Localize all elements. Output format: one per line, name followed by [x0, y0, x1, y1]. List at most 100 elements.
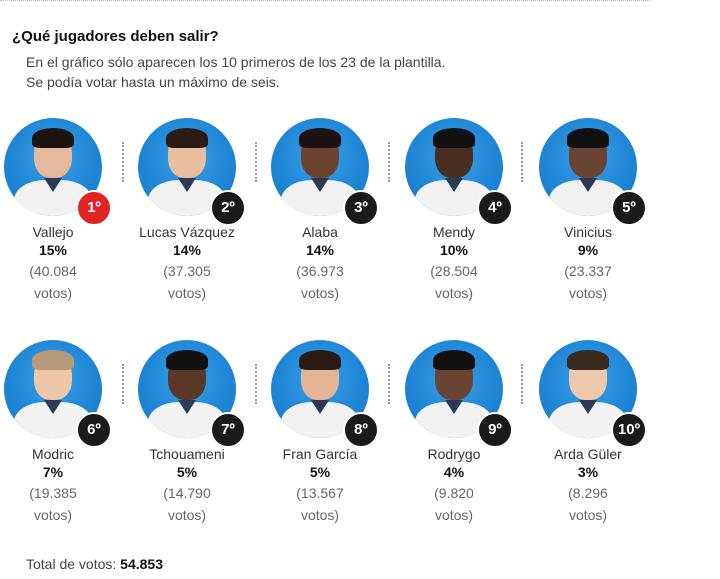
- player-photo-wrap: 8º: [271, 340, 379, 448]
- player-hair: [567, 128, 609, 148]
- column-separator: [122, 364, 124, 404]
- player-percent: 15%: [38, 242, 68, 258]
- player-votes-unit: votos): [434, 507, 474, 523]
- rank-badge: 8º: [343, 412, 379, 448]
- rank-badge: 7º: [210, 412, 246, 448]
- column-separator: [122, 142, 124, 182]
- player-hair: [32, 128, 74, 148]
- player-card: 4º Mendy 10% (28.504 votos): [389, 118, 519, 304]
- player-votes-unit: votos): [568, 285, 608, 301]
- player-votes: (28.504 votos): [389, 260, 519, 304]
- rank-badge: 2º: [210, 190, 246, 226]
- player-votes-unit: votos): [167, 285, 207, 301]
- player-hair: [299, 350, 341, 370]
- player-percent: 10%: [439, 242, 469, 258]
- column-separator: [255, 142, 257, 182]
- player-percent: 5%: [176, 464, 198, 480]
- total-votes-value: 54.853: [120, 556, 163, 572]
- player-votes-unit: votos): [167, 507, 207, 523]
- player-votes: (37.305 votos): [122, 260, 252, 304]
- player-votes: (8.296 votos): [523, 482, 653, 526]
- player-card: 6º Modric 7% (19.385 votos): [0, 340, 118, 526]
- player-name: Alaba: [302, 224, 338, 240]
- player-photo-wrap: 4º: [405, 118, 513, 226]
- player-votes: (9.820 votos): [389, 482, 519, 526]
- rank-badge: 3º: [343, 190, 379, 226]
- player-votes-unit: votos): [300, 507, 340, 523]
- column-separator: [255, 364, 257, 404]
- player-photo-wrap: 9º: [405, 340, 513, 448]
- column-separator: [521, 364, 523, 404]
- subtitle-line-2: Se podía votar hasta un máximo de seis.: [26, 74, 280, 90]
- player-card: 7º Tchouameni 5% (14.790 votos): [122, 340, 252, 526]
- player-name: Lucas Vázquez: [139, 224, 235, 240]
- player-name: Arda Güler: [554, 446, 622, 462]
- player-hair: [433, 128, 475, 148]
- total-votes-label: Total de votos:: [26, 556, 117, 572]
- player-photo-wrap: 3º: [271, 118, 379, 226]
- player-name: Vinicius: [564, 224, 612, 240]
- player-votes-count: (19.385: [29, 485, 77, 501]
- player-hair: [299, 128, 341, 148]
- page-title: ¿Qué jugadores deben salir?: [12, 28, 219, 45]
- player-votes-count: (40.084: [29, 263, 77, 279]
- player-votes-count: (14.790: [163, 485, 211, 501]
- rank-badge: 10º: [611, 412, 647, 448]
- top-divider: [0, 0, 650, 1]
- player-name: Mendy: [432, 224, 476, 240]
- player-percent: 9%: [577, 242, 599, 258]
- player-votes-unit: votos): [300, 285, 340, 301]
- player-votes-count: (37.305: [163, 263, 211, 279]
- rank-badge: 1º: [76, 190, 112, 226]
- player-votes-count: (23.337: [564, 263, 612, 279]
- rank-badge: 6º: [76, 412, 112, 448]
- player-percent: 14%: [172, 242, 202, 258]
- player-card: 5º Vinicius 9% (23.337 votos): [523, 118, 653, 304]
- player-photo-wrap: 1º: [4, 118, 112, 226]
- player-card: 9º Rodrygo 4% (9.820 votos): [389, 340, 519, 526]
- column-separator: [388, 142, 390, 182]
- column-separator: [521, 142, 523, 182]
- player-percent: 5%: [309, 464, 331, 480]
- player-votes-count: (9.820: [434, 485, 474, 501]
- player-name: Rodrygo: [427, 446, 481, 462]
- player-votes: (40.084 votos): [0, 260, 118, 304]
- rank-badge: 9º: [477, 412, 513, 448]
- player-name: Tchouameni: [149, 446, 225, 462]
- player-photo-wrap: 2º: [138, 118, 246, 226]
- player-name: Vallejo: [32, 224, 74, 240]
- subtitle: En el gráfico sólo aparecen los 10 prime…: [26, 52, 445, 92]
- player-votes-count: (8.296: [568, 485, 608, 501]
- player-photo-wrap: 7º: [138, 340, 246, 448]
- player-card: 3º Alaba 14% (36.973 votos): [255, 118, 385, 304]
- player-votes-unit: votos): [568, 507, 608, 523]
- player-votes: (36.973 votos): [255, 260, 385, 304]
- player-card: 1º Vallejo 15% (40.084 votos): [0, 118, 118, 304]
- total-votes: Total de votos: 54.853: [26, 556, 163, 572]
- player-photo: [4, 340, 102, 438]
- column-separator: [388, 364, 390, 404]
- player-hair: [166, 350, 208, 370]
- player-votes-unit: votos): [33, 285, 73, 301]
- player-percent: 14%: [305, 242, 335, 258]
- player-hair: [32, 350, 74, 370]
- player-photo-wrap: 5º: [539, 118, 647, 226]
- rank-badge: 4º: [477, 190, 513, 226]
- player-percent: 4%: [443, 464, 465, 480]
- player-votes-unit: votos): [434, 285, 474, 301]
- player-votes: (14.790 votos): [122, 482, 252, 526]
- player-card: 2º Lucas Vázquez 14% (37.305 votos): [122, 118, 252, 304]
- player-votes-count: (13.567: [296, 485, 344, 501]
- player-votes: (23.337 votos): [523, 260, 653, 304]
- player-photo-wrap: 6º: [4, 340, 112, 448]
- player-percent: 3%: [577, 464, 599, 480]
- player-hair: [166, 128, 208, 148]
- player-card: 10º Arda Güler 3% (8.296 votos): [523, 340, 653, 526]
- player-votes-count: (36.973: [296, 263, 344, 279]
- player-votes: (13.567 votos): [255, 482, 385, 526]
- player-percent: 7%: [42, 464, 64, 480]
- player-hair: [567, 350, 609, 370]
- player-name: Modric: [31, 446, 74, 462]
- rank-badge: 5º: [611, 190, 647, 226]
- player-hair: [433, 350, 475, 370]
